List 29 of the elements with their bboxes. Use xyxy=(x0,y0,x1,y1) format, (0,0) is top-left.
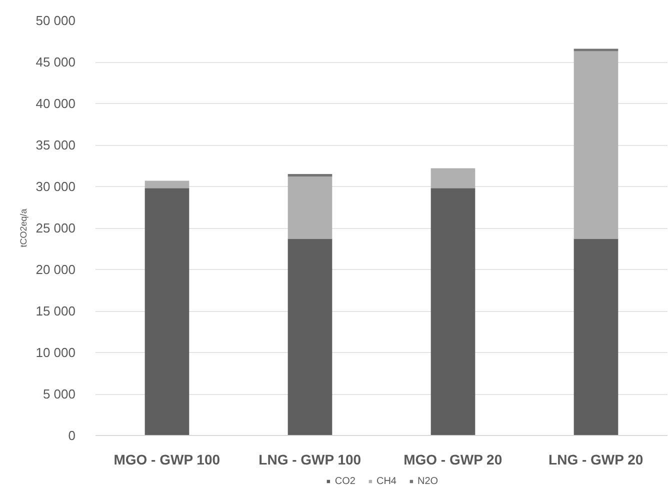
y-tick-label: 35 000 xyxy=(36,138,76,152)
bar xyxy=(430,188,476,436)
y-tick-label: 10 000 xyxy=(36,345,76,360)
bar xyxy=(288,174,332,177)
y-axis-title: tCO2eq/a xyxy=(18,208,29,248)
bar xyxy=(144,188,190,436)
y-tick-label: 40 000 xyxy=(36,96,76,111)
bar xyxy=(574,238,618,436)
bar xyxy=(144,180,190,188)
y-tick-label: 20 000 xyxy=(36,262,76,277)
legend-label: CH4 xyxy=(376,475,397,487)
y-tick-label: 45 000 xyxy=(36,54,76,70)
x-tick-label: MGO - GWP 20 xyxy=(404,452,502,468)
y-tick-label: 30 000 xyxy=(36,179,76,194)
bar xyxy=(288,238,332,436)
y-tick-label: 25 000 xyxy=(36,220,76,236)
x-tick-label: LNG - GWP 20 xyxy=(548,452,644,468)
legend-label: N2O xyxy=(418,475,438,487)
y-tick-label: 5 000 xyxy=(42,386,76,402)
x-tick-label: MGO - GWP 100 xyxy=(114,452,220,468)
x-tick-label: LNG - GWP 100 xyxy=(258,452,362,468)
bar xyxy=(574,48,618,52)
bar xyxy=(430,168,476,188)
bar xyxy=(574,51,618,239)
legend-label: CO2 xyxy=(334,475,356,487)
y-tick-label: 0 xyxy=(68,428,76,443)
bar xyxy=(288,176,332,239)
y-tick-label: 15 000 xyxy=(36,304,76,318)
y-tick-label: 50 000 xyxy=(36,13,76,28)
